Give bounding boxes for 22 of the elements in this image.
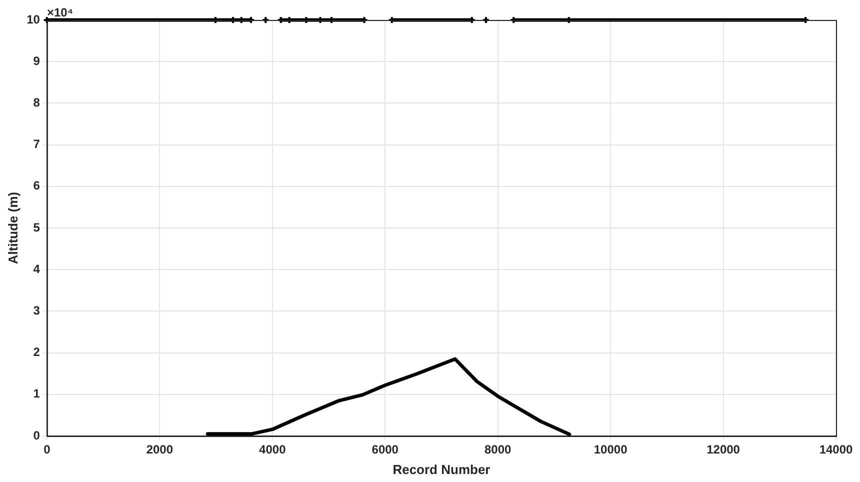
text: ×10⁴ xyxy=(46,5,74,20)
y-tick-label: 9 xyxy=(33,54,40,68)
x-tick-label: 6000 xyxy=(372,442,399,457)
y-tick-label: 3 xyxy=(33,304,40,318)
y-tick-label: 0 xyxy=(33,428,40,442)
y-tick-label: 2 xyxy=(33,345,40,360)
y-tick-label: 1 xyxy=(33,386,40,401)
y-tick-label: 8 xyxy=(33,96,40,110)
x-tick-label: 0 xyxy=(44,442,51,457)
x-tick-label: 4000 xyxy=(259,442,286,457)
x-tick-label: 12000 xyxy=(706,442,740,457)
y-tick-label: 10 xyxy=(26,12,40,26)
x-tick-label: 10000 xyxy=(594,442,628,457)
x-tick-label: 2000 xyxy=(146,442,174,457)
y-tick-label: 6 xyxy=(33,178,40,193)
y-axis-title: Altitude (m) xyxy=(5,192,20,264)
x-axis-title: Record Number xyxy=(392,462,490,477)
y-tick-label: 4 xyxy=(33,262,40,276)
y-tick-label: 5 xyxy=(33,220,40,234)
y-tick-label: 7 xyxy=(33,137,40,152)
x-tick-label: 8000 xyxy=(484,442,512,457)
x-tick-label: 14000 xyxy=(819,442,854,457)
